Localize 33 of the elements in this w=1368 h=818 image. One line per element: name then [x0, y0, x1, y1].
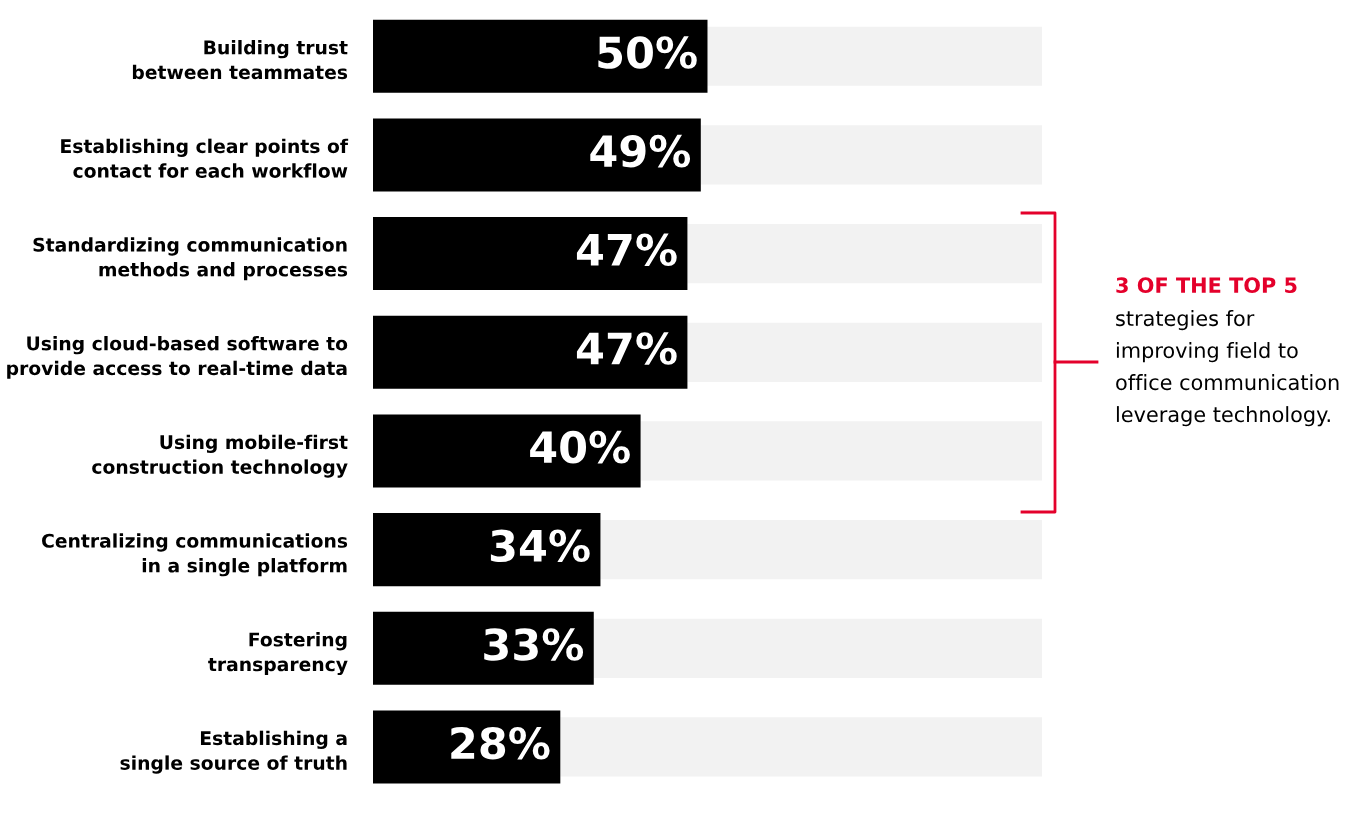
data-label: 40% — [530, 430, 630, 464]
y-tick-label: Establishing a single source of truth — [120, 730, 347, 774]
bar — [687, 322, 1042, 382]
data-label: 47% — [576, 233, 677, 267]
bar — [373, 217, 688, 291]
bar — [560, 717, 1042, 777]
bar — [687, 224, 1042, 284]
bar — [373, 315, 688, 389]
y-tick-label: Centralizing communications in a single platform — [42, 533, 348, 577]
y-tick-label: Fostering transparency — [208, 632, 348, 676]
y-tick-label: Establishing clear points of contact for each workflow — [61, 138, 349, 178]
bar — [373, 118, 701, 192]
data-label: 33% — [484, 628, 584, 661]
bar — [593, 618, 1042, 678]
bar — [373, 611, 594, 685]
bar — [373, 513, 601, 587]
data-label: 28% — [451, 726, 550, 760]
y-tick-label: Building trust between teammates — [132, 40, 348, 80]
bar — [700, 125, 1042, 185]
y-tick-label: Using mobile-first construction technology — [92, 434, 348, 478]
data-label: 50% — [598, 36, 697, 69]
bar — [600, 520, 1042, 580]
bar — [640, 421, 1042, 481]
data-label: 47% — [576, 332, 677, 365]
text: 3 OF THE TOP 5 — [1116, 277, 1297, 294]
data-label: 49% — [590, 134, 691, 168]
text: strategies for improving field to office communication leverage technology. — [1116, 310, 1339, 427]
bar — [373, 414, 641, 488]
bar — [373, 19, 708, 93]
data-label: 34% — [490, 529, 590, 563]
y-tick-label: Standardizing communication methods and processes — [33, 237, 348, 281]
y-tick-label: Using cloud-based software to provide access to real-time data — [7, 336, 348, 379]
bar — [707, 26, 1042, 86]
